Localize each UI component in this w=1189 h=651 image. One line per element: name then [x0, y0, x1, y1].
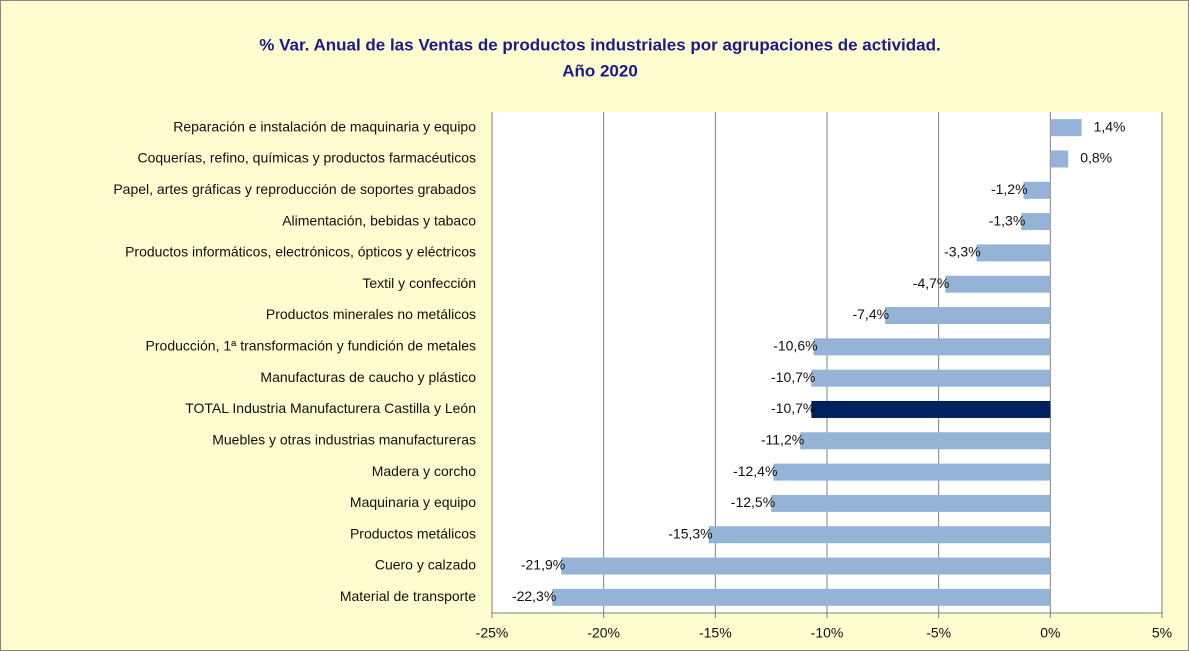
y-tick-label: Productos metálicos — [350, 525, 476, 541]
chart-title: % Var. Anual de las Ventas de productos … — [259, 35, 940, 54]
chart-title: Año 2020 — [562, 61, 638, 80]
y-tick-label: Cuero y calzado — [375, 557, 476, 573]
y-tick-label: Reparación e instalación de maquinaria y… — [173, 118, 476, 134]
data-label: -3,3% — [944, 244, 981, 260]
bar — [561, 557, 1051, 575]
data-label: -12,4% — [733, 463, 777, 479]
y-tick-label: Alimentación, bebidas y tabaco — [282, 212, 476, 228]
bar — [813, 338, 1051, 356]
y-tick-label: Material de transporte — [340, 588, 476, 604]
data-label: -21,9% — [521, 557, 565, 573]
data-label: -4,7% — [913, 275, 950, 291]
bar — [773, 463, 1051, 481]
data-label: -1,2% — [991, 181, 1028, 197]
data-label: -12,5% — [731, 494, 775, 510]
bar — [1050, 119, 1082, 137]
y-tick-label: Textil y confección — [362, 275, 476, 291]
data-label: -10,7% — [771, 369, 815, 385]
data-label: -10,6% — [773, 338, 817, 354]
bar — [708, 526, 1051, 544]
y-tick-label: Maquinaria y equipo — [350, 494, 476, 510]
x-tick-label: -5% — [926, 625, 951, 641]
bar — [811, 400, 1051, 418]
y-tick-label: Coquerías, refino, químicas y productos … — [138, 150, 477, 166]
data-label: -10,7% — [771, 400, 815, 416]
y-tick-label: TOTAL Industria Manufacturera Castilla y… — [185, 400, 476, 416]
y-tick-label: Muebles y otras industrias manufacturera… — [212, 431, 476, 447]
y-tick-label: Productos minerales no metálicos — [266, 306, 476, 322]
bar — [811, 369, 1051, 387]
x-tick-label: 0% — [1040, 625, 1060, 641]
y-tick-label: Madera y corcho — [372, 463, 476, 479]
y-tick-label: Productos informáticos, electrónicos, óp… — [125, 244, 476, 260]
bar — [945, 275, 1051, 293]
bar — [1023, 181, 1051, 199]
y-tick-label: Papel, artes gráficas y reproducción de … — [113, 181, 476, 197]
x-tick-label: -20% — [587, 625, 620, 641]
data-label: 0,8% — [1080, 150, 1112, 166]
data-label: -1,3% — [989, 212, 1026, 228]
bar — [771, 494, 1051, 512]
data-label: -15,3% — [668, 525, 712, 541]
data-label: -22,3% — [512, 588, 556, 604]
x-tick-label: 5% — [1152, 625, 1172, 641]
data-label: 1,4% — [1094, 118, 1126, 134]
y-tick-label: Producción, 1ª transformación y fundició… — [146, 338, 476, 354]
data-label: -7,4% — [852, 306, 889, 322]
x-tick-label: -15% — [699, 625, 732, 641]
bar — [1050, 150, 1069, 168]
bar — [800, 432, 1051, 450]
x-tick-label: -25% — [476, 625, 509, 641]
bar — [1021, 213, 1051, 231]
bar — [976, 244, 1051, 262]
x-tick-label: -10% — [811, 625, 844, 641]
data-label: -11,2% — [761, 431, 804, 447]
bar — [552, 588, 1051, 606]
bar — [885, 307, 1051, 325]
y-tick-label: Manufacturas de caucho y plástico — [260, 369, 476, 385]
